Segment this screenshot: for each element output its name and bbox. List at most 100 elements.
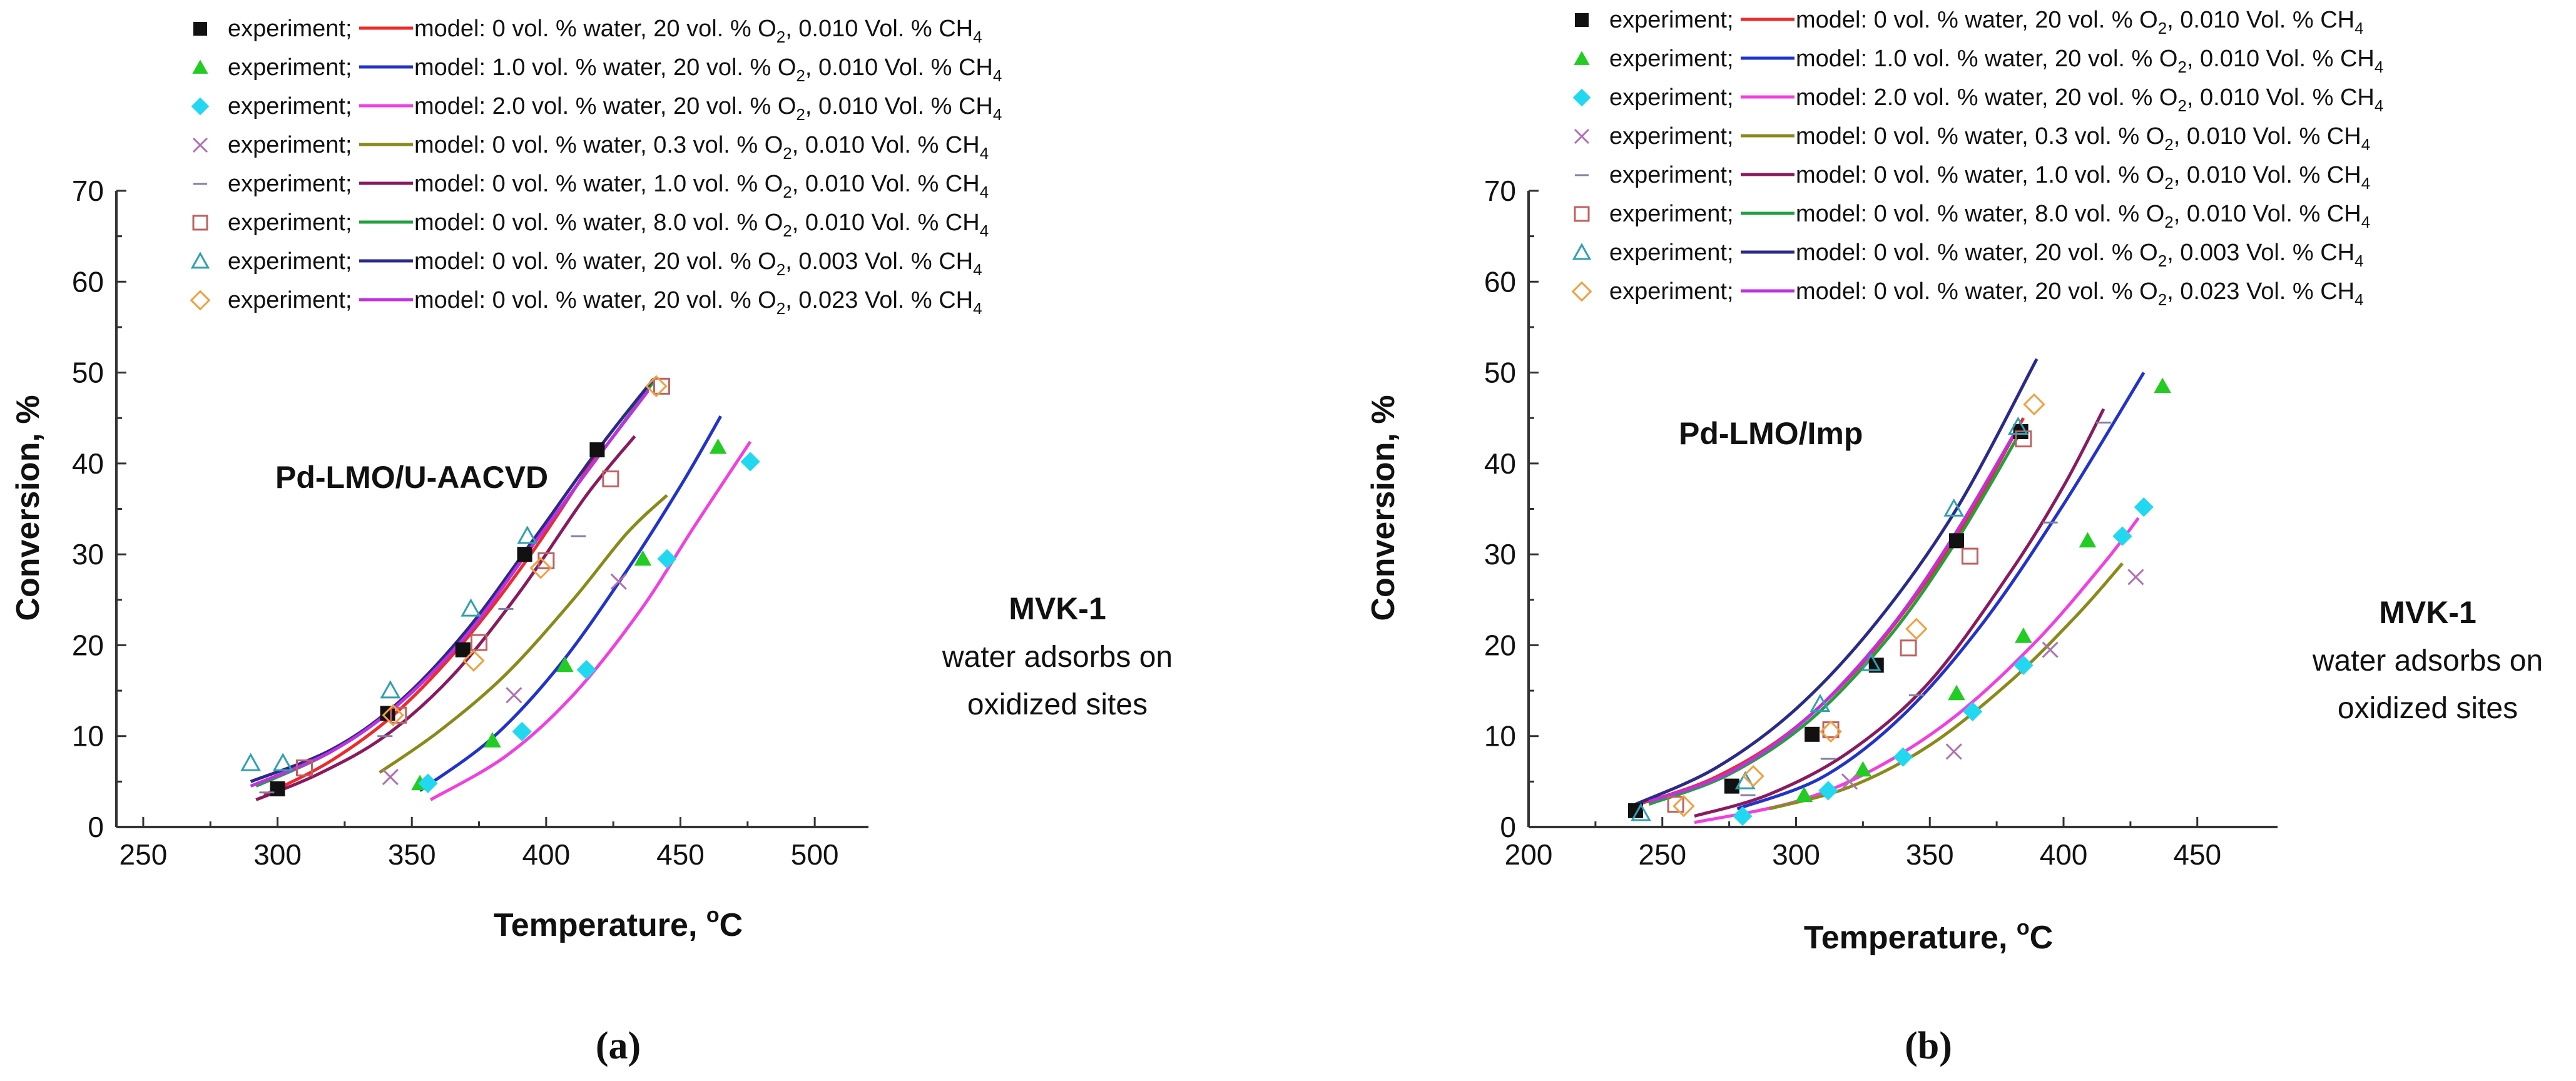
- data-point-a-series-6-1: [272, 753, 293, 771]
- y-axis-label-a: Conversion, %: [10, 395, 46, 621]
- legend-marker-a-6: [190, 251, 210, 269]
- legend-marker-a-7: [190, 290, 211, 311]
- chart-panel-b: experiment; model: 0 vol. % water, 20 vol…: [1365, 7, 2543, 1067]
- data-point-b-series-2-1: [1818, 781, 1838, 801]
- legend-model-prefix-b-7: model:: [1796, 278, 1874, 305]
- y-tick-label-a-20: 20: [72, 629, 104, 661]
- legend-marker-b-7: [1571, 281, 1592, 302]
- data-point-a-series-5-5: [653, 377, 670, 395]
- legend-model-label-b-1: model: 1.0 vol. % water, 20 vol. % O2, 0…: [1796, 46, 2383, 76]
- data-point-b-series-2-4: [2013, 655, 2034, 675]
- legend-row-b-7: experiment; model: 0 vol. % water, 20 vol…: [1571, 278, 2364, 309]
- legend-row-a-5: experiment; model: 0 vol. % water, 8.0 vo…: [192, 210, 989, 240]
- legend-row-b-6: experiment; model: 0 vol. % water, 20 vol…: [1572, 240, 2364, 270]
- data-point-b-series-7-3: [1905, 617, 1928, 640]
- legend-model-prefix-b-5: model:: [1796, 201, 1874, 227]
- legend-ch4-subscript-b-3: 4: [2361, 135, 2370, 154]
- legend-model-prefix-b-0: model:: [1796, 7, 1874, 33]
- x-tick-label-b-250: 250: [1638, 838, 1686, 871]
- data-point-b-series-0-2: [1805, 726, 1820, 742]
- data-point-a-series-3-0: [382, 769, 399, 786]
- legend-ch4-b-6: , 0.003 Vol. % CH: [2167, 240, 2355, 266]
- y-tick-label-a-0: 0: [88, 811, 104, 843]
- legend-model-label-a-4: model: 0 vol. % water, 1.0 vol. % O2, 0.…: [414, 171, 989, 201]
- legend-model-label-a-3: model: 0 vol. % water, 0.3 vol. % O2, 0.…: [414, 132, 989, 163]
- legend-exp-label-b-5: experiment;: [1609, 201, 1734, 227]
- legend-o2-b-3: 0.3 vol. % O: [2035, 123, 2164, 150]
- legend-model-prefix-a-1: model:: [414, 54, 492, 81]
- legend-model-label-a-1: model: 1.0 vol. % water, 20 vol. % O2, 0…: [414, 54, 1002, 85]
- data-point-b-series-3-0: [1841, 773, 1858, 790]
- data-point-a-series-5-1: [390, 706, 407, 724]
- legend-model-prefix-a-3: model:: [414, 132, 492, 158]
- legend-water-b-0: 0 vol. % water,: [1874, 7, 2035, 33]
- legend-exp-label-b-2: experiment;: [1609, 84, 1734, 111]
- y-tick-label-b-50: 50: [1484, 357, 1516, 389]
- legend-row-b-4: experiment; model: 0 vol. % water, 1.0 vo…: [1575, 162, 2370, 193]
- legend-ch4-subscript-a-3: 4: [980, 144, 989, 163]
- legend-o2-b-2: 20 vol. % O: [2055, 84, 2177, 111]
- legend-model-label-a-2: model: 2.0 vol. % water, 20 vol. % O2, 0…: [414, 93, 1002, 124]
- model-lines-b: [1634, 358, 2146, 825]
- legend-model-label-b-2: model: 2.0 vol. % water, 20 vol. % O2, 0…: [1796, 84, 2383, 115]
- data-point-b-series-1-5: [2154, 377, 2171, 393]
- legend-marker-b-2: [1572, 88, 1591, 107]
- legend-ch4-subscript-a-0: 4: [973, 28, 982, 46]
- legend-model-label-b-6: model: 0 vol. % water, 20 vol. % O2, 0.0…: [1796, 240, 2364, 270]
- legend-o2-a-1: 20 vol. % O: [673, 54, 796, 81]
- data-point-b-series-3-1: [1945, 743, 1962, 760]
- legend-o2-a-6: 20 vol. % O: [653, 248, 776, 275]
- legend-water-a-0: 0 vol. % water,: [492, 16, 654, 42]
- legend-water-a-2: 2.0 vol. % water,: [492, 93, 673, 119]
- legend-row-a-3: experiment; model: 0 vol. % water, 0.3 vo…: [192, 132, 989, 163]
- data-point-b-series-6-2: [1810, 693, 1831, 713]
- legend-ch4-subscript-a-6: 4: [973, 260, 982, 279]
- model-line-a-series-7: [250, 390, 649, 788]
- legend-model-label-b-3: model: 0 vol. % water, 0.3 vol. % O2, 0.…: [1796, 123, 2370, 154]
- legend-marker-b-5: [1574, 206, 1590, 222]
- legend-o2-a-4: 1.0 vol. % O: [653, 171, 783, 197]
- legend-o2-subscript-a-2: 2: [796, 105, 805, 124]
- data-point-b-series-5-4: [2015, 430, 2032, 448]
- model-line-b-series-6: [1634, 358, 2039, 806]
- model-line-b-series-5: [1648, 435, 2020, 806]
- x-axis-label-a: Temperature, oC: [494, 903, 743, 943]
- data-point-b-series-3-2: [2042, 641, 2059, 658]
- legend-row-b-2: experiment; model: 2.0 vol. % water, 20 v…: [1572, 84, 2383, 115]
- legend-ch4-b-1: , 0.010 Vol. % CH: [2187, 46, 2375, 72]
- legend-marker-a-3: [192, 137, 208, 153]
- legend-model-prefix-a-0: model:: [414, 16, 492, 42]
- legend-marker-b-6: [1572, 243, 1592, 260]
- legend-model-label-a-0: model: 0 vol. % water, 20 vol. % O2, 0.0…: [414, 16, 982, 46]
- mechanism-note-b2: oxidized sites: [2338, 692, 2518, 725]
- model-line-a-series-0: [263, 449, 601, 797]
- legend-o2-b-6: 20 vol. % O: [2035, 240, 2157, 266]
- legend-o2-subscript-a-0: 2: [776, 28, 785, 46]
- legend-model-label-a-7: model: 0 vol. % water, 20 vol. % O2, 0.0…: [414, 287, 982, 318]
- legend-o2-a-0: 20 vol. % O: [653, 16, 776, 42]
- model-line-b-series-1: [1736, 372, 2146, 811]
- legend-water-a-6: 0 vol. % water,: [492, 248, 654, 275]
- legend-exp-label-b-4: experiment;: [1609, 162, 1734, 188]
- model-line-b-series-0: [1635, 417, 2025, 807]
- data-point-a-series-3-2: [610, 573, 627, 590]
- data-point-b-series-7-0: [1672, 794, 1695, 818]
- legend-o2-subscript-b-3: 2: [2164, 135, 2173, 154]
- legend-o2-subscript-b-0: 2: [2158, 19, 2167, 38]
- data-point-a-series-1-2: [556, 656, 574, 672]
- data-point-a-series-6-3: [461, 598, 482, 617]
- x-tick-label-b-450: 450: [2173, 838, 2221, 871]
- model-line-b-series-7: [1648, 426, 2020, 803]
- legend-row-a-6: experiment; model: 0 vol. % water, 20 vol…: [190, 248, 982, 279]
- y-tick-label-b-60: 60: [1484, 265, 1516, 298]
- legend-ch4-a-3: , 0.010 Vol. % CH: [792, 132, 980, 158]
- legend-o2-b-5: 8.0 vol. % O: [2035, 201, 2164, 227]
- legend-o2-a-7: 20 vol. % O: [653, 287, 776, 313]
- legend-model-label-b-4: model: 0 vol. % water, 1.0 vol. % O2, 0.…: [1796, 162, 2370, 193]
- legend-water-b-1: 1.0 vol. % water,: [1874, 46, 2055, 72]
- legend-ch4-a-4: , 0.010 Vol. % CH: [792, 171, 980, 197]
- legend-exp-label-b-0: experiment;: [1609, 7, 1734, 33]
- x-axis-degree-a: o: [706, 903, 720, 927]
- legend-model-prefix-b-2: model:: [1796, 84, 1874, 111]
